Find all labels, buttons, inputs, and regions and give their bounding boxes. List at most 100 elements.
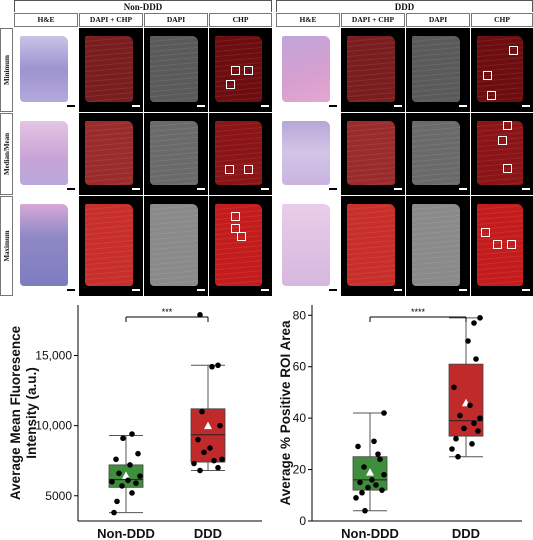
column-header-dapichp-nonddd: DAPI + CHP	[79, 13, 143, 27]
image-panel-chp-minimum-nonddd	[209, 28, 272, 112]
image-panel-dapi-maximum-ddd	[406, 196, 470, 296]
image-panel-he-maximum-nonddd	[14, 196, 78, 296]
tissue-section	[215, 36, 262, 102]
data-point-roi	[471, 320, 477, 326]
column-header-he-ddd: H&E	[276, 13, 340, 27]
data-point-mfi	[215, 464, 221, 471]
mean-marker-roi	[462, 398, 470, 407]
y-axis-label-mfi: Average Mean Fluoresence	[8, 325, 23, 500]
box-mfi-0	[108, 464, 144, 488]
image-panel-dapi-median-ddd	[406, 113, 470, 195]
data-point-roi	[465, 338, 471, 344]
roi-box	[493, 240, 502, 249]
data-point-mfi	[119, 483, 125, 489]
box-roi-0	[352, 456, 388, 491]
data-point-roi	[477, 315, 483, 321]
y-tick-label-roi: 0	[299, 514, 306, 528]
scale-bar	[394, 289, 402, 291]
significance-stars-roi: ****	[411, 307, 426, 317]
image-panel-merge-median-nonddd	[79, 113, 143, 195]
data-point-roi	[365, 484, 371, 491]
image-panel-chp-median-ddd	[471, 113, 533, 195]
data-point-roi	[353, 495, 359, 501]
image-panel-merge-minimum-ddd	[341, 28, 405, 112]
scale-bar	[67, 105, 75, 107]
data-point-roi	[473, 356, 479, 362]
mean-marker-mfi	[122, 471, 130, 479]
image-panel-merge-maximum-ddd	[341, 196, 405, 296]
data-point-roi	[361, 464, 367, 470]
tissue-section	[150, 36, 198, 102]
tissue-section	[412, 204, 460, 286]
data-point-mfi	[215, 362, 221, 369]
data-point-roi	[471, 420, 477, 427]
tissue-section	[412, 121, 460, 185]
data-point-roi	[467, 402, 473, 409]
roi-box	[481, 228, 490, 237]
tissue-section	[412, 36, 460, 102]
data-point-mfi	[219, 456, 225, 463]
roi-box	[503, 121, 512, 130]
y-axis-label-roi: Average % Positive ROI Area	[278, 320, 293, 506]
scale-bar	[197, 188, 205, 190]
tissue-section	[215, 204, 262, 286]
tissue-section	[477, 36, 523, 102]
tissue-section	[150, 204, 198, 286]
data-point-mfi	[109, 478, 115, 485]
tissue-section	[282, 204, 330, 286]
scale-bar	[132, 105, 140, 107]
image-panel-merge-median-ddd	[341, 113, 405, 195]
column-header-dapichp-ddd: DAPI + CHP	[341, 13, 405, 27]
y-tick-label-mfi: 10,000	[35, 419, 72, 433]
data-point-roi	[477, 415, 483, 421]
roi-box	[498, 136, 507, 145]
image-panel-dapi-minimum-nonddd	[144, 28, 208, 112]
scale-bar	[197, 289, 205, 291]
data-point-mfi	[125, 477, 131, 484]
column-header-chp-ddd: CHP	[471, 13, 533, 27]
scale-bar	[329, 105, 337, 107]
x-category-label-roi: Non-DDD	[341, 526, 399, 540]
data-point-roi	[475, 428, 481, 434]
scale-bar	[261, 289, 269, 291]
scale-bar	[197, 105, 205, 107]
mean-marker-mfi	[204, 421, 212, 430]
roi-box	[231, 66, 240, 75]
row-header-median-mean: Median/Mean	[0, 113, 13, 195]
data-point-roi	[355, 443, 361, 450]
roi-box	[509, 46, 518, 55]
data-point-roi	[375, 451, 381, 457]
data-point-roi	[369, 477, 375, 483]
data-point-mfi	[129, 490, 135, 496]
scale-bar	[132, 188, 140, 190]
data-point-mfi	[217, 422, 223, 429]
y-tick-label-roi: 80	[293, 308, 307, 322]
scale-bar	[522, 188, 530, 190]
roi-box	[503, 164, 512, 173]
roi-box	[237, 232, 246, 241]
data-point-mfi	[120, 435, 126, 442]
data-point-roi	[469, 441, 475, 447]
tissue-section	[477, 121, 523, 185]
image-panel-dapi-median-nonddd	[144, 113, 208, 195]
tissue-section	[85, 36, 133, 102]
y-axis-label-mfi: Intensity (a.u.)	[24, 367, 39, 459]
scale-bar	[261, 105, 269, 107]
y-tick-label-mfi: 15,000	[35, 348, 72, 362]
data-point-mfi	[207, 445, 213, 451]
data-point-mfi	[137, 473, 143, 479]
roi-box	[507, 240, 516, 249]
data-point-roi	[381, 471, 387, 478]
image-panel-chp-median-nonddd	[209, 113, 272, 195]
data-point-mfi	[113, 456, 119, 463]
scale-bar	[329, 188, 337, 190]
data-point-roi	[362, 507, 368, 514]
image-panel-dapi-minimum-ddd	[406, 28, 470, 112]
scale-bar	[459, 289, 467, 291]
data-point-roi	[455, 453, 461, 460]
image-panel-chp-minimum-ddd	[471, 28, 533, 112]
scale-bar	[67, 188, 75, 190]
box-roi-1	[448, 363, 484, 437]
column-header-dapi-nonddd: DAPI	[144, 13, 208, 27]
tissue-section	[282, 121, 330, 185]
